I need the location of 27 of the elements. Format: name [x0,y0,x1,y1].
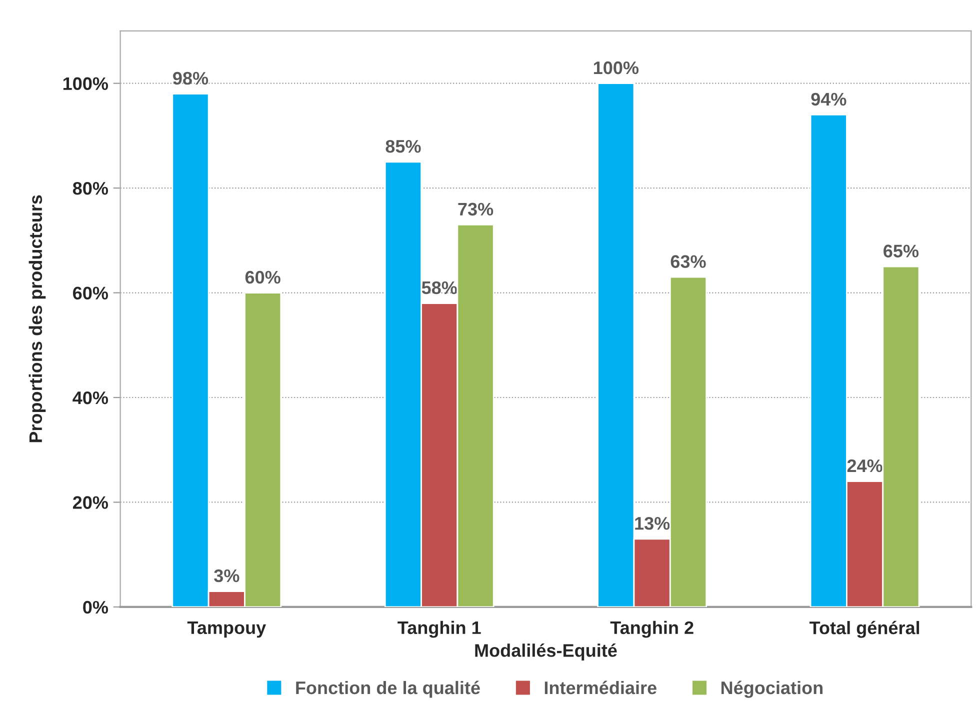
data-label: 24% [847,459,882,472]
y-tick-label: 0% [83,600,108,614]
y-tick-label: 60% [73,286,108,300]
x-tick-label: Tanghin 1 [398,620,481,638]
legend-label: Fonction de la qualité [296,680,480,698]
y-tick-label: 80% [72,182,108,195]
y-tick-label: 20% [72,496,108,509]
y-tick-label: 100% [63,77,108,90]
x-tick-label: Total général [809,620,920,638]
data-label: 13% [635,516,670,530]
y-axis-title: Proportions des producteurs [28,195,46,442]
x-axis-title: Modalilés-Equité [475,643,617,660]
data-label: 100% [594,61,639,74]
data-label: 73% [458,202,494,216]
data-label: 3% [214,569,240,582]
y-tick-label: 40% [72,391,108,404]
legend-label: Intermédiaire [544,680,656,694]
data-label: 98% [173,72,208,85]
legend-label: Négociation [721,680,822,698]
data-label: 65% [884,244,919,258]
x-tick-label: Tanghin 2 [610,620,694,638]
data-label: 58% [422,281,457,294]
x-tick-label: Tampouy [187,622,266,638]
data-label: 63% [670,255,706,268]
data-label: 60% [245,270,280,284]
data-label: 94% [811,92,846,106]
data-label: 85% [386,140,421,153]
